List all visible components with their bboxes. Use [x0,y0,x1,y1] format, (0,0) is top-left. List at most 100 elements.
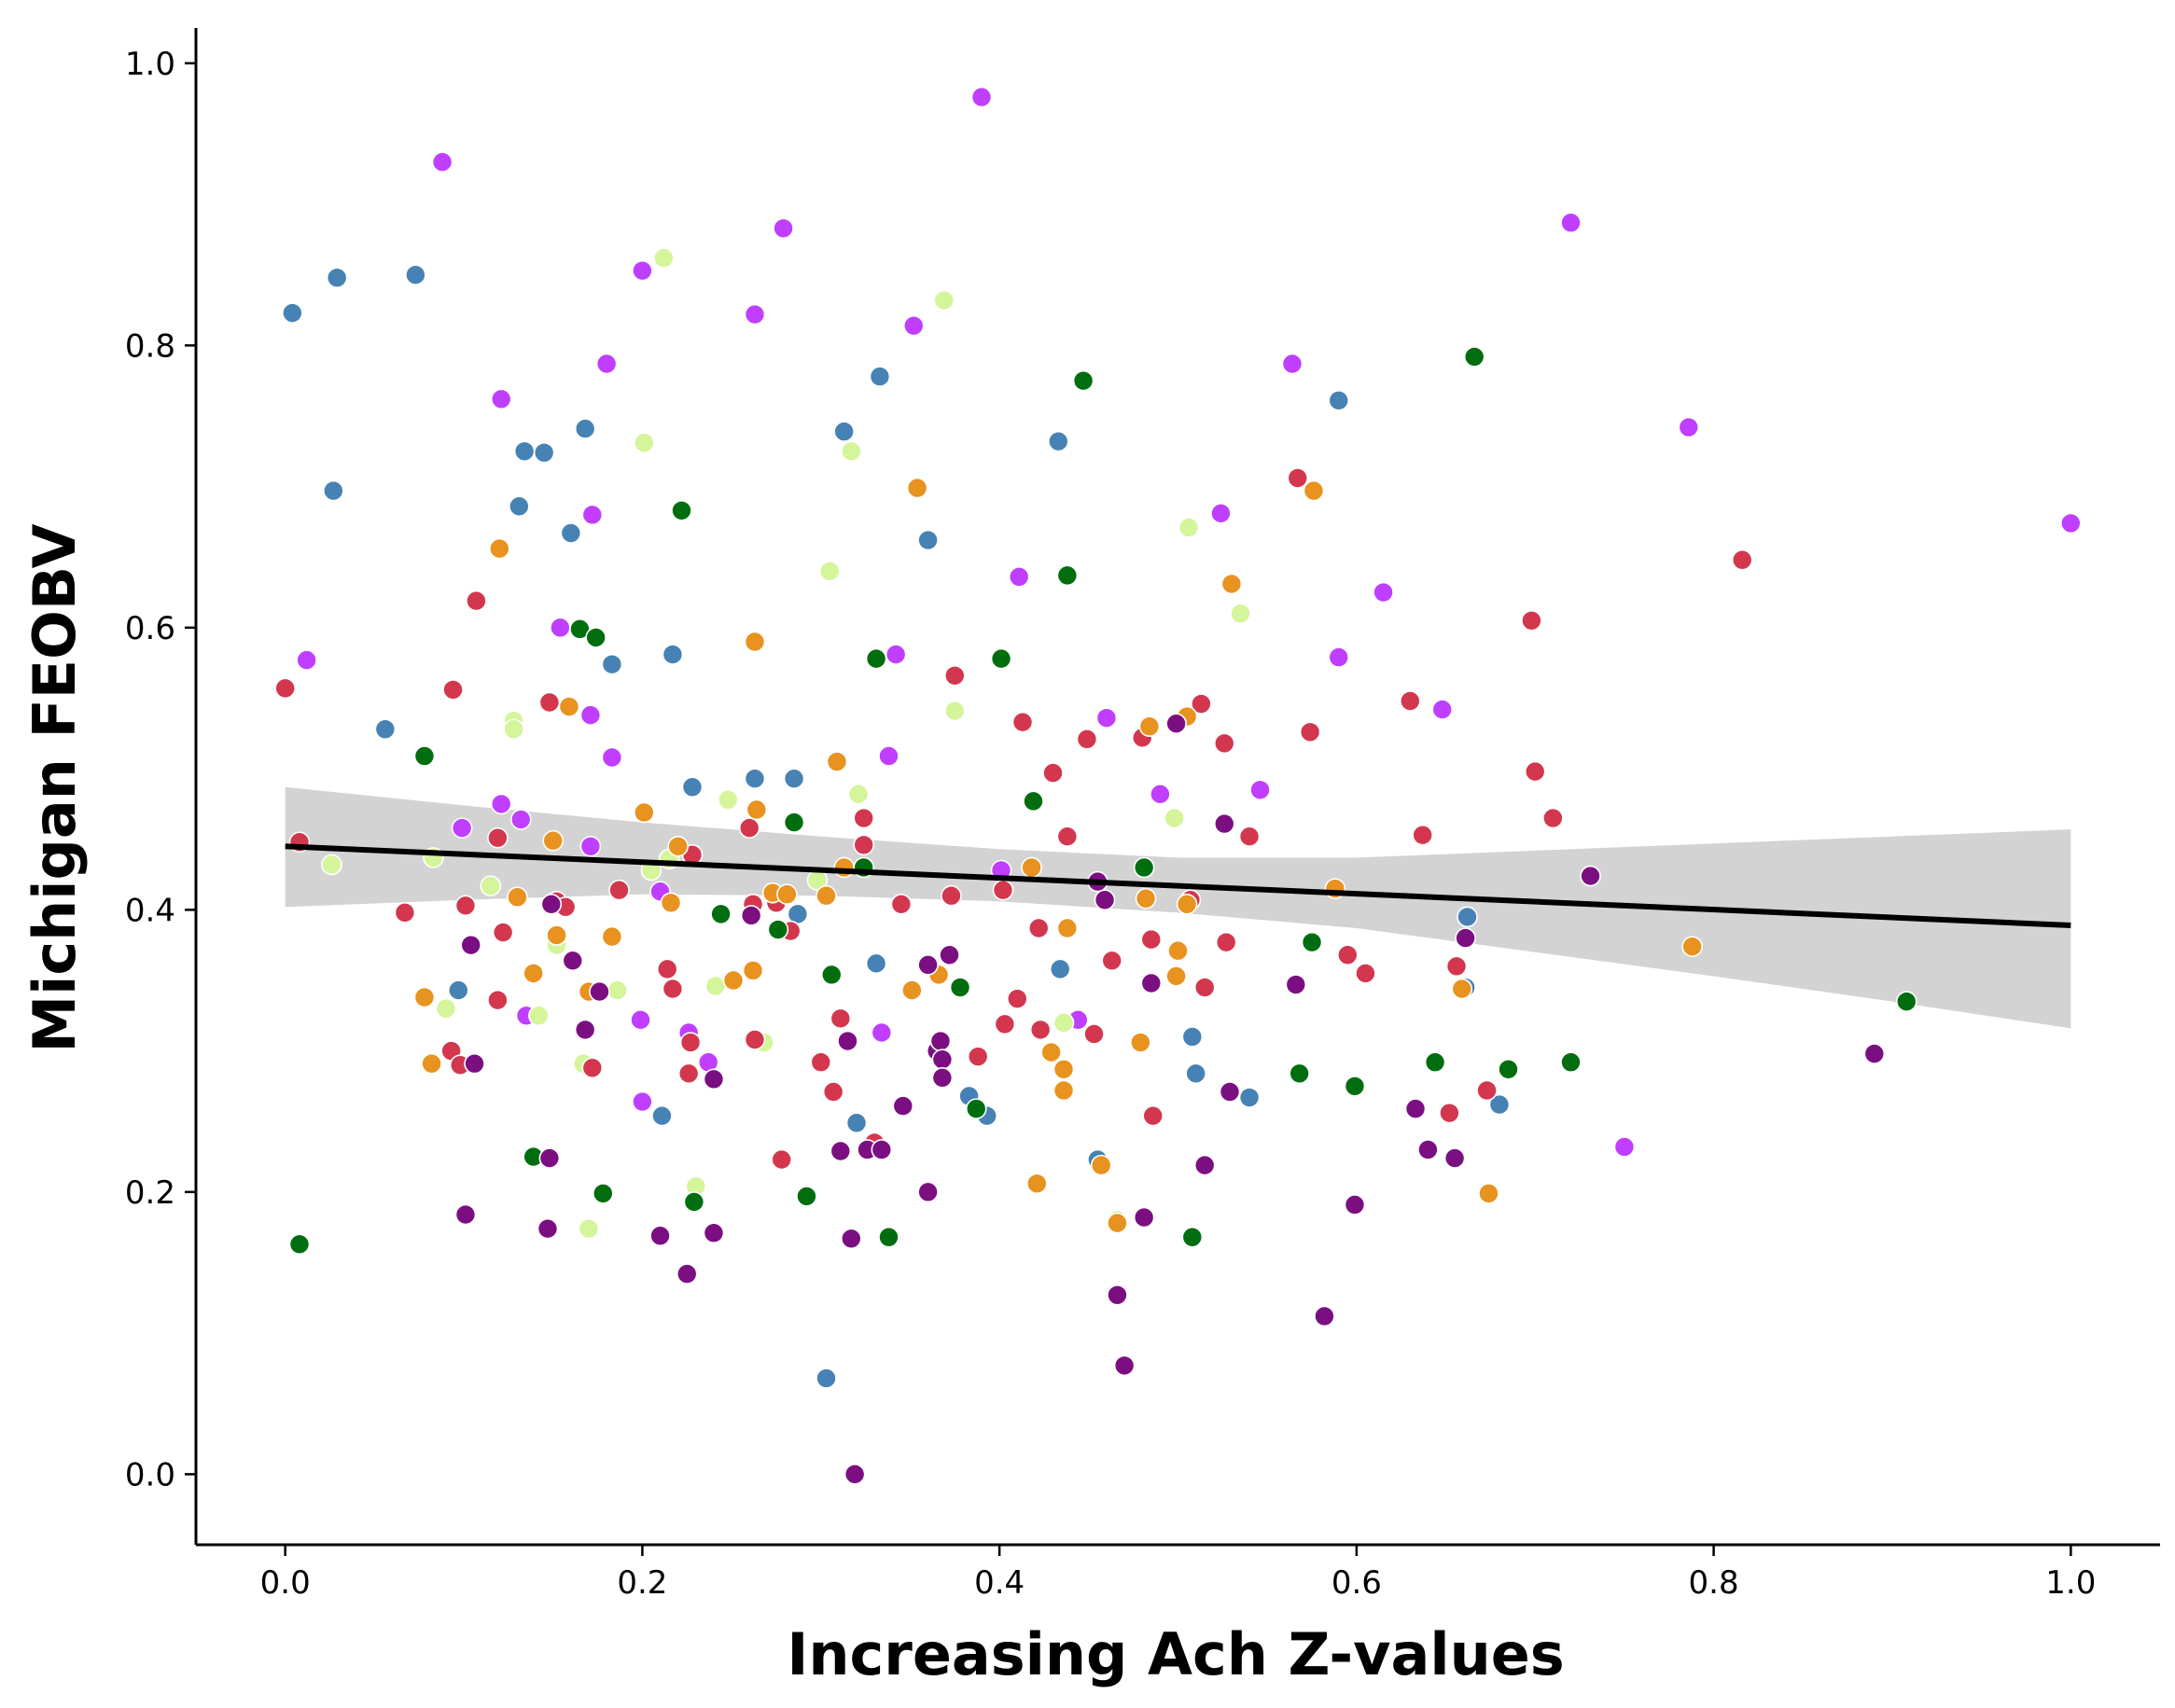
data-point [578,1217,600,1240]
data-point [1524,760,1546,783]
data-point [533,441,555,464]
data-point [1095,707,1118,729]
data-point [1431,699,1454,720]
data-point [845,1112,868,1134]
data-point [1133,1206,1155,1229]
series-darkpurple [454,713,1886,1485]
data-point [1040,1041,1062,1063]
data-point [1142,1104,1164,1127]
data-point [929,1030,952,1052]
y-tick-label: 0.2 [125,1174,175,1212]
data-point [632,259,653,282]
x-tick-label: 0.8 [1689,1564,1739,1602]
data-point [826,751,848,772]
data-point [550,617,571,639]
data-point [901,979,923,1001]
data-point [878,1226,899,1248]
plot-area [274,86,2082,1485]
data-point [442,679,464,701]
data-point [1006,988,1028,1009]
data-point [1053,1079,1075,1102]
data-point [1011,711,1034,733]
data-point [1355,963,1376,984]
data-point [990,647,1012,670]
data-point [579,704,602,726]
data-point [865,952,887,975]
data-point [323,479,344,502]
data-point [1445,955,1468,978]
data-point [1083,1023,1105,1045]
data-point [994,1013,1016,1035]
data-point [660,892,682,914]
data-point [1215,931,1237,953]
data-point [816,1368,837,1389]
data-point [1289,1062,1310,1085]
data-point [1178,517,1200,538]
data-point [1238,826,1261,847]
data-point [1193,1154,1216,1176]
data-point [878,745,899,767]
data-point [941,884,962,907]
data-point [1167,939,1189,962]
data-point [489,537,510,560]
data-point [746,798,768,821]
data-point [1023,790,1044,812]
data-point [933,289,955,312]
data-point [1165,713,1187,734]
data-point [649,1225,671,1247]
data-point [717,789,739,811]
data-point [1678,416,1700,438]
data-point [1140,972,1163,994]
data-point [538,1147,561,1169]
data-point [783,812,805,833]
data-point [1042,762,1064,784]
data-point [810,1051,832,1074]
data-point [871,1139,893,1160]
data-point [1285,974,1307,995]
data-point [816,884,837,907]
data-point [454,1203,477,1226]
data-point [1439,1102,1460,1124]
data-point [421,1052,442,1075]
data-point [1165,965,1187,987]
data-point [574,1019,596,1041]
data-point [480,875,502,896]
series-lightgreen [321,247,1251,1240]
data-point [683,1191,705,1213]
data-point [740,905,762,926]
data-point [830,1007,852,1030]
data-point [413,986,436,1008]
data-point [679,1032,702,1053]
data-point [1191,693,1212,715]
data-point [509,809,532,830]
data-point [1281,353,1304,375]
data-point [509,495,530,518]
data-point [581,504,604,526]
data-point [1029,1019,1052,1041]
data-point [431,151,453,173]
data-point [2060,512,2082,535]
data-point [1424,1051,1446,1074]
data-point [917,1181,939,1203]
data-point [871,1021,893,1044]
data-point [773,217,794,240]
data-point [1488,1093,1511,1116]
data-point [1056,917,1079,939]
data-point [630,1009,651,1031]
data-point [1344,1194,1366,1215]
data-point [865,647,887,670]
y-tick-label: 0.8 [125,327,175,365]
data-point [507,886,528,909]
x-tick-label: 0.2 [617,1564,667,1602]
data-point [1344,1076,1366,1097]
data-point [677,1062,700,1085]
data-point [931,1067,954,1089]
data-point [558,696,580,717]
data-point [1138,715,1161,738]
data-point [1049,958,1071,980]
data-point [869,366,891,387]
data-point [1478,1183,1499,1204]
data-point [1299,721,1321,743]
data-point [970,86,993,108]
data-point [513,440,536,463]
